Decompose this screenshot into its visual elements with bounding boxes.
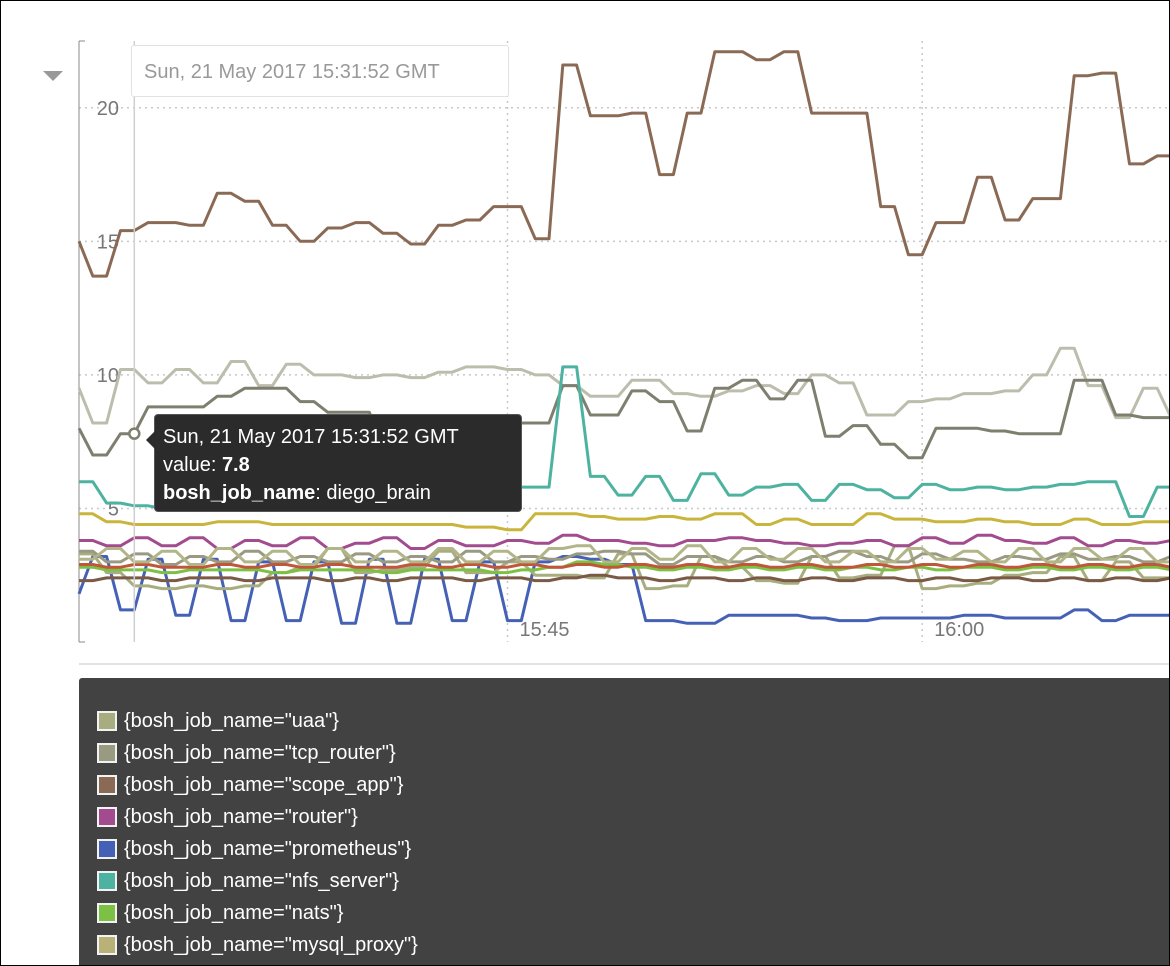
tooltip-value-row: value: 7.8	[163, 451, 521, 479]
hover-tooltip: Sun, 21 May 2017 15:31:52 GMT value: 7.8…	[146, 414, 522, 512]
x-tick-label: 15:45	[520, 619, 570, 641]
tooltip-label-row: bosh_job_name: diego_brain	[163, 479, 521, 507]
series-line-light-gray	[77, 346, 1169, 425]
x-tick-label: 16:00	[934, 619, 984, 641]
legend-swatch	[97, 839, 117, 859]
legend-swatch	[97, 903, 117, 923]
legend: {bosh_job_name="uaa"} {bosh_job_name="tc…	[79, 678, 1169, 965]
legend-swatch	[97, 711, 117, 731]
hover-point	[128, 427, 141, 440]
divider	[79, 663, 1169, 665]
y-tick-label: 10	[97, 365, 119, 387]
series-line-olive	[79, 544, 1169, 566]
series-line-router	[79, 533, 1169, 550]
tooltip-value-label: value:	[163, 454, 222, 476]
legend-item-tcp-router[interactable]: {bosh_job_name="tcp_router"}	[79, 737, 1169, 769]
tooltip-label-value: : diego_brain	[315, 482, 431, 504]
series-line-scope-app	[77, 50, 1169, 278]
series-line-red-orange	[79, 563, 1169, 569]
legend-swatch	[97, 775, 117, 795]
legend-item-router[interactable]: {bosh_job_name="router"}	[79, 801, 1169, 833]
legend-swatch	[97, 871, 117, 891]
chart-series	[77, 50, 1169, 625]
line-chart: 5 10 15 20 15:45 16:00	[77, 40, 1169, 643]
y-tick-label: 20	[97, 98, 119, 120]
tooltip-value: 7.8	[221, 454, 250, 476]
legend-label: {bosh_job_name="scope_app"}	[124, 773, 404, 796]
series-line-mysql-proxy	[79, 512, 1169, 532]
legend-label: {bosh_job_name="tcp_router"}	[124, 741, 396, 764]
y-tick-label: 5	[108, 498, 119, 520]
legend-item-mysql-proxy[interactable]: {bosh_job_name="mysql_proxy"}	[79, 929, 1169, 961]
legend-swatch	[97, 807, 117, 827]
tooltip-time: Sun, 21 May 2017 15:31:52 GMT	[163, 426, 459, 448]
legend-swatch	[97, 935, 117, 955]
legend-label: {bosh_job_name="nfs_server"}	[124, 869, 399, 892]
tooltip-label-key: bosh_job_name	[163, 482, 316, 504]
series-line-dark-brown	[79, 573, 1169, 583]
legend-item-nfs-server[interactable]: {bosh_job_name="nfs_server"}	[79, 865, 1169, 897]
legend-label: {bosh_job_name="mysql_proxy"}	[124, 933, 418, 956]
chart-hover	[128, 41, 141, 642]
legend-label: {bosh_job_name="nats"}	[124, 901, 344, 924]
legend-item-uaa[interactable]: {bosh_job_name="uaa"}	[79, 705, 1169, 737]
hover-timestamp: Sun, 21 May 2017 15:31:52 GMT	[131, 45, 509, 97]
legend-swatch	[97, 743, 117, 763]
legend-item-prometheus[interactable]: {bosh_job_name="prometheus"}	[79, 833, 1169, 865]
legend-item-scope-app[interactable]: {bosh_job_name="scope_app"}	[79, 769, 1169, 801]
series-line-diego-brain	[77, 378, 1169, 460]
legend-label: {bosh_job_name="prometheus"}	[124, 837, 412, 860]
y-tick-label: 15	[97, 231, 119, 253]
collapse-toggle-icon[interactable]	[43, 71, 63, 81]
legend-item-nats[interactable]: {bosh_job_name="nats"}	[79, 897, 1169, 929]
legend-label: {bosh_job_name="uaa"}	[124, 709, 339, 732]
legend-label: {bosh_job_name="router"}	[124, 805, 358, 828]
